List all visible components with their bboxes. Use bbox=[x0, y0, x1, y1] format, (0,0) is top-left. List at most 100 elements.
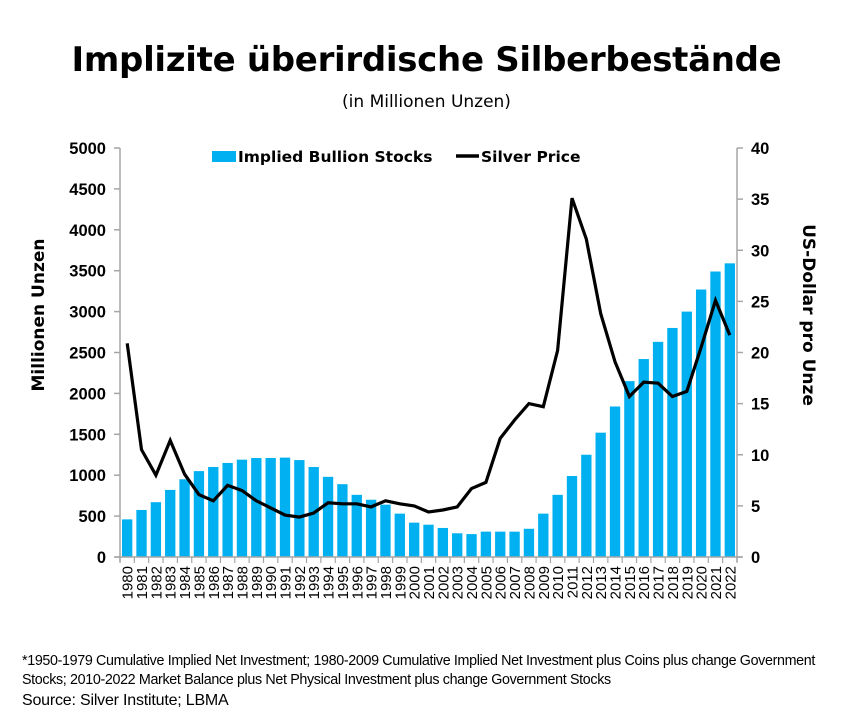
silver-price-line bbox=[125, 197, 732, 519]
y-tick-label-right: 40 bbox=[751, 140, 769, 158]
y-tick-label-right: 20 bbox=[751, 345, 769, 363]
x-tick-label: 2017 bbox=[651, 566, 668, 599]
x-tick-label: 2009 bbox=[536, 566, 553, 599]
x-tick-label: 2016 bbox=[636, 566, 653, 599]
bar-1988 bbox=[236, 459, 248, 557]
x-tick-label: 2012 bbox=[579, 566, 596, 599]
bar-1980 bbox=[122, 519, 133, 557]
bar-1981 bbox=[136, 509, 147, 557]
x-tick-label: 2022 bbox=[722, 566, 739, 599]
x-tick-label: 2014 bbox=[608, 566, 625, 599]
y-tick-label-left: 3000 bbox=[69, 304, 106, 322]
legend-label-bullion: Implied Bullion Stocks bbox=[238, 148, 432, 166]
bar-1998 bbox=[380, 504, 391, 557]
y-tick-label-right: 10 bbox=[751, 447, 769, 465]
bar-2010 bbox=[552, 494, 563, 557]
x-tick-label: 1997 bbox=[364, 566, 381, 599]
bar-2022 bbox=[724, 263, 735, 557]
bar-1989 bbox=[251, 458, 262, 557]
x-tick-label: 2019 bbox=[679, 566, 696, 599]
bars-group bbox=[122, 263, 735, 557]
bar-1995 bbox=[337, 484, 348, 557]
x-tick-label: 2000 bbox=[407, 566, 424, 599]
y-tick-label-left: 5000 bbox=[69, 140, 106, 158]
x-tick-label: 2007 bbox=[507, 566, 524, 599]
bar-2001 bbox=[423, 524, 434, 557]
bar-1999 bbox=[394, 513, 405, 557]
bar-1996 bbox=[351, 494, 362, 557]
x-tick-label: 1988 bbox=[234, 566, 251, 599]
x-tick-label: 2010 bbox=[550, 566, 567, 599]
x-tick-label: 1998 bbox=[378, 566, 395, 599]
x-tick-label: 2021 bbox=[708, 566, 725, 599]
x-tick-label: 1987 bbox=[220, 566, 237, 599]
y-tick-label-left: 2500 bbox=[69, 345, 106, 363]
x-tick-label: 2008 bbox=[521, 566, 538, 599]
x-tick-label: 2005 bbox=[478, 566, 495, 599]
bar-2012 bbox=[581, 454, 592, 557]
x-tick-label: 2020 bbox=[694, 566, 711, 599]
x-tick-label: 2001 bbox=[421, 566, 438, 599]
y-tick-label-left: 0 bbox=[97, 549, 106, 567]
y-tick-label-left: 2000 bbox=[69, 385, 106, 403]
x-tick-label: 1982 bbox=[148, 566, 165, 599]
bar-2000 bbox=[408, 522, 420, 557]
bar-2011 bbox=[566, 476, 578, 557]
x-tick-label: 1990 bbox=[263, 566, 280, 599]
bar-2019 bbox=[681, 311, 692, 557]
y-tick-label-left: 1500 bbox=[69, 426, 106, 444]
bar-2021 bbox=[710, 271, 721, 557]
axes-group: 0 500 1000 1500 2000 2500 3000 3500 4000 4500 5000… bbox=[69, 140, 769, 599]
bar-2005 bbox=[480, 531, 492, 557]
x-tick-label: 1983 bbox=[163, 566, 180, 599]
x-tick-label: 2002 bbox=[435, 566, 452, 599]
y-tick-label-right: 30 bbox=[751, 242, 769, 260]
bar-2008 bbox=[523, 528, 535, 557]
bar-2002 bbox=[437, 527, 449, 557]
x-tick-label: 1984 bbox=[177, 566, 194, 599]
line-group bbox=[125, 197, 732, 519]
bar-2018 bbox=[667, 327, 678, 557]
bar-2020 bbox=[695, 289, 707, 557]
bar-2017 bbox=[652, 341, 664, 557]
x-tick-label: 2013 bbox=[593, 566, 610, 599]
bar-1994 bbox=[322, 476, 334, 557]
bar-1992 bbox=[294, 460, 305, 557]
y-tick-label-right: 5 bbox=[751, 498, 760, 516]
y-tick-label-right: 25 bbox=[751, 293, 769, 311]
x-tick-label: 1980 bbox=[120, 566, 137, 599]
x-tick-label: 1993 bbox=[306, 566, 323, 599]
bar-2013 bbox=[595, 432, 606, 557]
bar-1997 bbox=[365, 499, 377, 557]
bar-1987 bbox=[222, 462, 233, 557]
bar-2016 bbox=[638, 359, 649, 557]
bar-1983 bbox=[165, 489, 176, 557]
bar-1984 bbox=[179, 479, 190, 557]
y-tick-label-right: 15 bbox=[751, 396, 769, 414]
y-axis-label-left: Millionen Unzen bbox=[29, 239, 49, 392]
x-tick-label: 1996 bbox=[349, 566, 366, 599]
y-tick-label-right: 0 bbox=[751, 549, 760, 567]
bar-1985 bbox=[193, 471, 205, 557]
x-tick-label: 1981 bbox=[134, 566, 151, 599]
legend-label-silver-price: Silver Price bbox=[481, 148, 580, 166]
bar-1986 bbox=[208, 467, 219, 557]
chart-title: Implizite überirdische Silberbestände bbox=[71, 40, 782, 80]
chart-subtitle: (in Millionen Unzen) bbox=[342, 92, 511, 112]
bar-2003 bbox=[452, 533, 463, 557]
x-tick-label: 2015 bbox=[622, 566, 639, 599]
x-tick-label: 1994 bbox=[321, 566, 338, 599]
legend: Implied Bullion Stocks Silver Price bbox=[212, 148, 580, 166]
y-tick-label-left: 4000 bbox=[69, 222, 106, 240]
x-tick-label: 1991 bbox=[278, 566, 295, 599]
source-note: Source: Silver Institute; LBMA bbox=[22, 692, 229, 709]
x-tick-label: 1999 bbox=[392, 566, 409, 599]
x-tick-label: 2004 bbox=[464, 566, 481, 599]
x-tick-label: 1986 bbox=[206, 566, 223, 599]
x-tick-label: 2006 bbox=[493, 566, 510, 599]
bar-1991 bbox=[279, 457, 291, 557]
y-axis-label-right: US-Dollar pro Unze bbox=[798, 224, 818, 406]
y-tick-label-left: 3500 bbox=[69, 263, 106, 281]
bar-1982 bbox=[150, 502, 162, 557]
